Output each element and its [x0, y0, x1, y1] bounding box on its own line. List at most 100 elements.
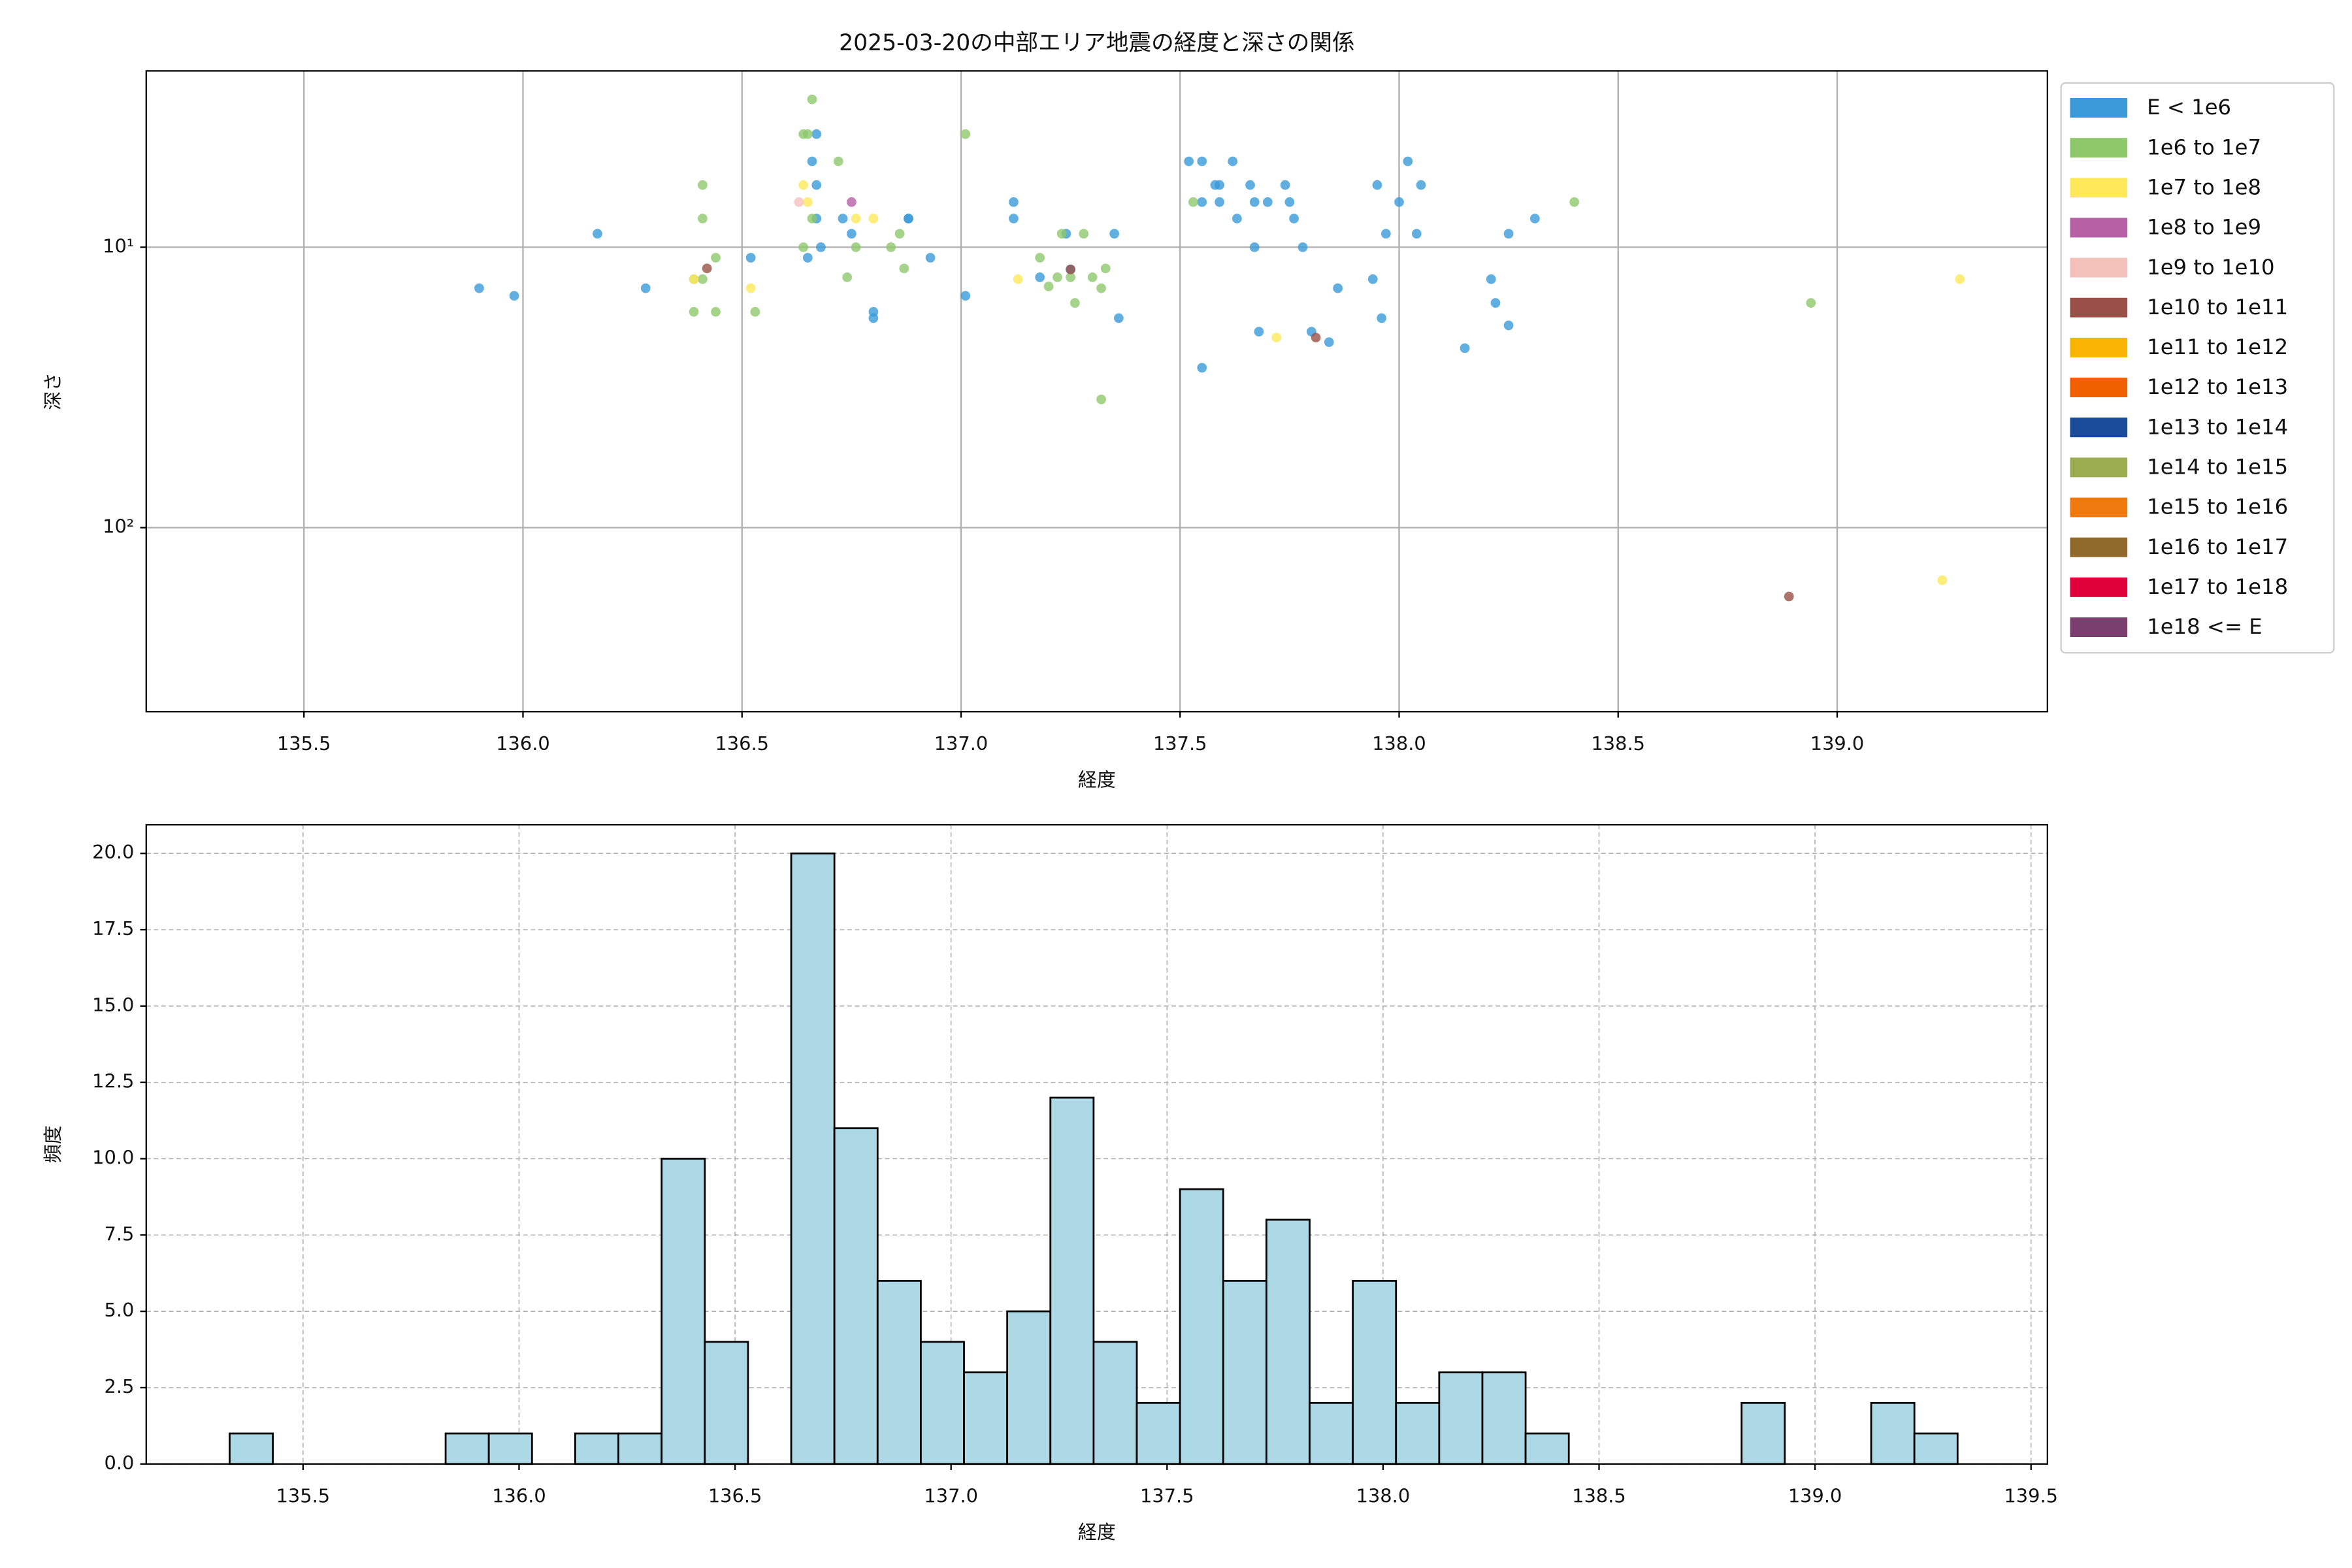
scatter-point [1079, 229, 1089, 239]
x-tick-label: 139.5 [2004, 1485, 2058, 1507]
scatter-point [1215, 197, 1224, 207]
histogram-bar [617, 1432, 663, 1465]
scatter-point [1197, 197, 1207, 207]
legend-label: 1e11 to 1e12 [2147, 335, 2288, 359]
histogram-bar [963, 1371, 1009, 1465]
x-tick-label: 138.0 [1372, 732, 1426, 755]
x-tick-label: 139.0 [1810, 732, 1865, 755]
scatter-point [702, 263, 712, 274]
scatter-point [1228, 156, 1238, 167]
scatter-point [1249, 197, 1260, 207]
x-tick-label: 137.5 [1140, 1485, 1194, 1507]
y-tick-label: 10² [103, 515, 134, 538]
histogram-bar [229, 1432, 274, 1465]
scatter-point [1184, 156, 1194, 167]
scatter-point [1490, 298, 1501, 308]
histogram-bar [790, 852, 836, 1465]
scatter-point [1013, 274, 1023, 284]
scatter-point [807, 94, 817, 105]
y-tick-label: 2.5 [105, 1375, 135, 1397]
scatter-point [1197, 363, 1207, 373]
legend-label: 1e14 to 1e15 [2147, 455, 2288, 480]
histogram-bar [833, 1127, 879, 1465]
histogram-bar [1913, 1432, 1959, 1465]
scatter-point [925, 253, 936, 263]
x-tick-label: 136.5 [715, 732, 769, 755]
scatter-point [802, 129, 813, 139]
scatter-point [802, 253, 813, 263]
x-tick-label: 137.0 [924, 1485, 978, 1507]
scatter-point [1529, 214, 1540, 223]
x-tick-label: 136.5 [708, 1485, 762, 1507]
y-tick-label: 0.0 [105, 1452, 135, 1474]
y-tick-label: 20.0 [92, 841, 134, 863]
scatter-point [798, 242, 808, 252]
y-axis-label: 頻度 [42, 1126, 64, 1164]
scatter-point [698, 214, 708, 223]
y-axis-label: 深さ [42, 372, 64, 410]
plot-frame [145, 70, 2048, 713]
y-tick-label: 5.0 [105, 1299, 135, 1321]
scatter-point [1311, 333, 1321, 343]
scatter-point [1955, 274, 1965, 284]
legend-label: 1e13 to 1e14 [2147, 414, 2288, 439]
scatter-point [1070, 298, 1080, 308]
scatter-point [1087, 272, 1098, 282]
scatter-point [1486, 274, 1496, 284]
scatter-point [745, 283, 756, 293]
x-axis-label: 経度 [1078, 1521, 1116, 1543]
scatter-point [1053, 272, 1062, 282]
histogram-bar [1006, 1310, 1052, 1465]
scatter-point [1100, 263, 1111, 274]
scatter-point [1503, 320, 1514, 331]
legend-label: 1e16 to 1e17 [2147, 534, 2288, 559]
histogram-bar [1309, 1401, 1354, 1465]
legend-label: 1e6 to 1e7 [2147, 135, 2261, 159]
scatter-point [838, 214, 848, 223]
histogram-bar [920, 1341, 965, 1465]
scatter-point [1403, 156, 1413, 167]
scatter-point [1271, 333, 1282, 343]
legend-swatch [2070, 378, 2128, 398]
scatter-point [1298, 242, 1308, 252]
y-tick-label: 15.0 [92, 994, 134, 1016]
scatter-point [802, 197, 813, 207]
scatter-point [1394, 197, 1404, 207]
scatter-point [750, 306, 760, 317]
scatter-point [1262, 197, 1273, 207]
scatter-point [1056, 229, 1067, 239]
scatter-point [1188, 197, 1198, 207]
scatter-point [1784, 591, 1794, 602]
scatter-point [1245, 180, 1255, 190]
x-axis-label: 経度 [1078, 768, 1116, 791]
scatter-point [904, 214, 913, 223]
legend-swatch [2070, 417, 2128, 438]
legend-label: 1e15 to 1e16 [2147, 495, 2288, 519]
scatter-point [1109, 229, 1120, 239]
scatter-point [1096, 283, 1106, 293]
scatter-point [1113, 313, 1124, 323]
scatter-point [1806, 298, 1816, 308]
histogram-bar [1265, 1218, 1311, 1465]
legend-swatch [2070, 537, 2128, 557]
scatter-point [689, 274, 699, 284]
scatter-point [1280, 180, 1290, 190]
y-tick-label: 10¹ [103, 235, 134, 257]
legend-label: 1e10 to 1e11 [2147, 295, 2288, 319]
scatter-point [1333, 283, 1343, 293]
scatter-point [698, 274, 708, 284]
legend-swatch [2070, 178, 2128, 198]
legend-label: E < 1e6 [2147, 95, 2231, 120]
histogram-bar [1524, 1432, 1570, 1465]
legend-label: 1e17 to 1e18 [2147, 574, 2288, 599]
chart-title: 2025-03-20の中部エリア地震の経度と深さの関係 [839, 30, 1354, 56]
scatter-point [960, 291, 971, 301]
x-tick-label: 136.0 [496, 732, 550, 755]
scatter-point [689, 306, 699, 317]
x-tick-label: 135.5 [277, 732, 331, 755]
legend-swatch [2070, 297, 2128, 318]
legend-swatch [2070, 218, 2128, 238]
histogram-bar [1049, 1096, 1095, 1465]
scatter-point [1372, 180, 1382, 190]
